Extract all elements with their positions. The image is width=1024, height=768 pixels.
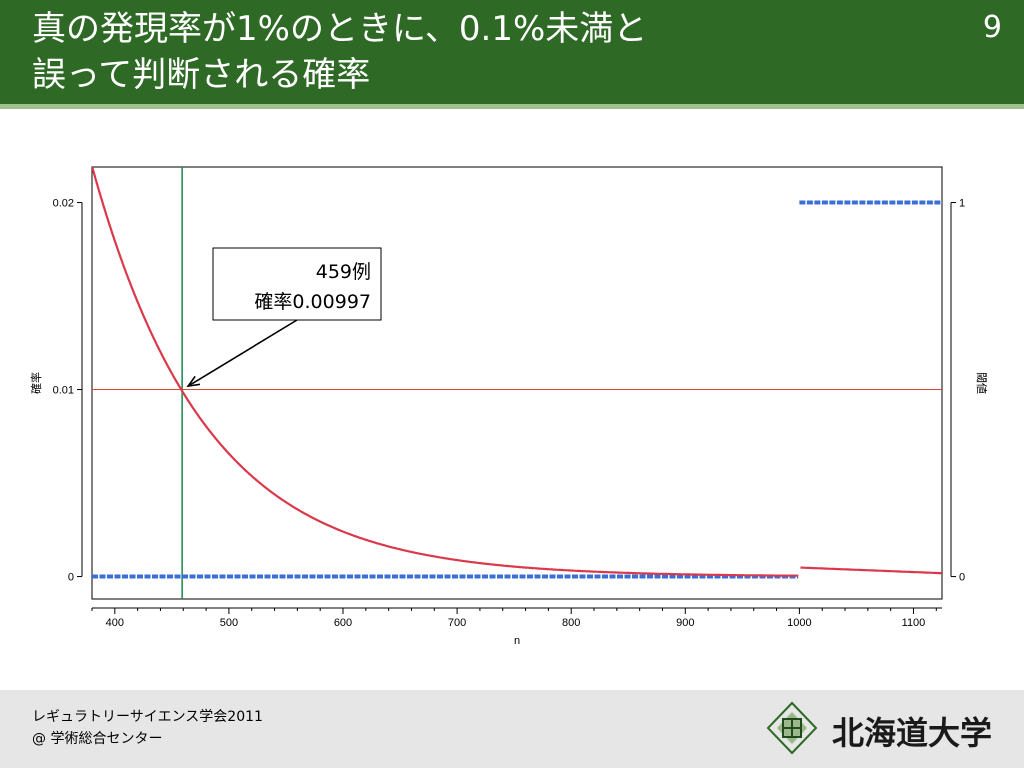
y-tick-label: 0.01 [53, 385, 74, 397]
annotation-probability: 確率0.00997 [254, 291, 371, 313]
slide-title: 真の発現率が1%のときに、0.1%未満と 誤って判断される確率 [32, 9, 648, 95]
x-tick-label: 800 [562, 617, 580, 629]
y2-tick-label: 1 [959, 198, 965, 210]
slide-header [0, 0, 1024, 104]
probability-series-segment [92, 167, 799, 577]
annotation-arrowhead [186, 375, 201, 388]
plot-frame [91, 166, 943, 600]
organization-name: 北海道大学 [832, 714, 993, 752]
y-tick-label: 0 [68, 572, 74, 584]
y2-tick-label: 0 [959, 572, 965, 584]
x-tick-label: 1000 [787, 617, 811, 629]
data-layer [92, 167, 942, 579]
x-tick-label: 600 [334, 617, 352, 629]
footer-venue: @ 学術総合センター [32, 731, 163, 747]
probability-chart: 0 0.01 0.02 確率 0 1 閾値 400 500 600 700 800 900 1000 110… [29, 166, 988, 647]
annotation-arrow [187, 319, 298, 387]
x-axis-title: n [514, 635, 520, 647]
slide-number: 9 [982, 10, 1002, 45]
y2-axis-title: 閾値 [975, 372, 988, 394]
x-tick-label: 500 [220, 617, 238, 629]
x-tick-label: 700 [448, 617, 466, 629]
slide-footer: レギュラトリーサイエンス学会2011 @ 学術総合センター 北海道大学 [0, 690, 1024, 768]
university-emblem-icon [766, 701, 818, 755]
x-tick-label: 1100 [902, 617, 926, 629]
annotation-box [212, 247, 382, 321]
probability-series-segment [800, 566, 942, 575]
y-tick-label: 0.02 [53, 198, 74, 210]
x-tick-label: 400 [106, 617, 124, 629]
header-divider [0, 104, 1024, 109]
annotation-sample-size: 459例 [316, 261, 371, 283]
footer-conference: レギュラトリーサイエンス学会2011 [32, 709, 263, 725]
y-axis-title: 確率 [29, 372, 43, 394]
x-tick-label: 900 [676, 617, 694, 629]
